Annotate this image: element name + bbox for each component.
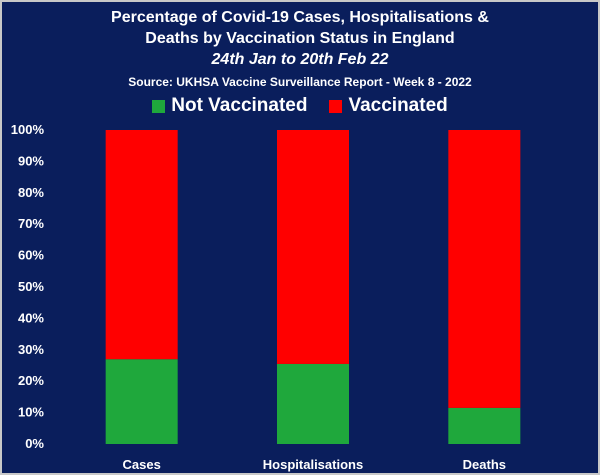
y-tick-label: 20%	[18, 373, 44, 388]
y-tick-label: 30%	[18, 342, 44, 357]
y-tick-label: 100%	[11, 122, 45, 137]
x-tick-label: Hospitalisations	[263, 457, 363, 472]
bar-segment-not-vaccinated	[105, 359, 178, 444]
y-tick-label: 80%	[18, 185, 44, 200]
legend-swatch-not-vaccinated	[152, 99, 166, 113]
legend-item-vaccinated: Vaccinated	[329, 94, 448, 118]
chart-legend: Not Vaccinated Vaccinated	[0, 94, 600, 118]
x-tick-label: Deaths	[463, 457, 506, 472]
bar-segment-vaccinated	[277, 130, 349, 364]
bar-segment-vaccinated	[448, 130, 521, 408]
chart-date-range: 24th Jan to 20th Feb 22	[211, 51, 389, 68]
chart-title-line-2: Deaths by Vaccination Status in England	[145, 30, 455, 47]
y-tick-label: 90%	[18, 153, 44, 168]
y-tick-label: 10%	[18, 405, 44, 420]
chart-source: Source: UKHSA Vaccine Surveillance Repor…	[128, 75, 472, 89]
bar-segment-not-vaccinated	[277, 363, 349, 444]
legend-label-not-vaccinated: Not Vaccinated	[171, 95, 308, 116]
y-tick-label: 40%	[18, 310, 44, 325]
legend-item-not-vaccinated: Not Vaccinated	[152, 94, 307, 118]
chart-title-line-1: Percentage of Covid-19 Cases, Hospitalis…	[111, 9, 489, 26]
bar-segment-not-vaccinated	[448, 407, 521, 444]
legend-swatch-vaccinated	[329, 99, 343, 113]
x-tick-label: Cases	[123, 457, 161, 472]
y-tick-label: 70%	[18, 216, 44, 231]
y-tick-label: 0%	[25, 436, 44, 451]
legend-label-vaccinated: Vaccinated	[348, 95, 448, 116]
y-tick-label: 50%	[18, 279, 44, 294]
bar-segment-vaccinated	[105, 130, 178, 360]
y-tick-label: 60%	[18, 248, 44, 263]
